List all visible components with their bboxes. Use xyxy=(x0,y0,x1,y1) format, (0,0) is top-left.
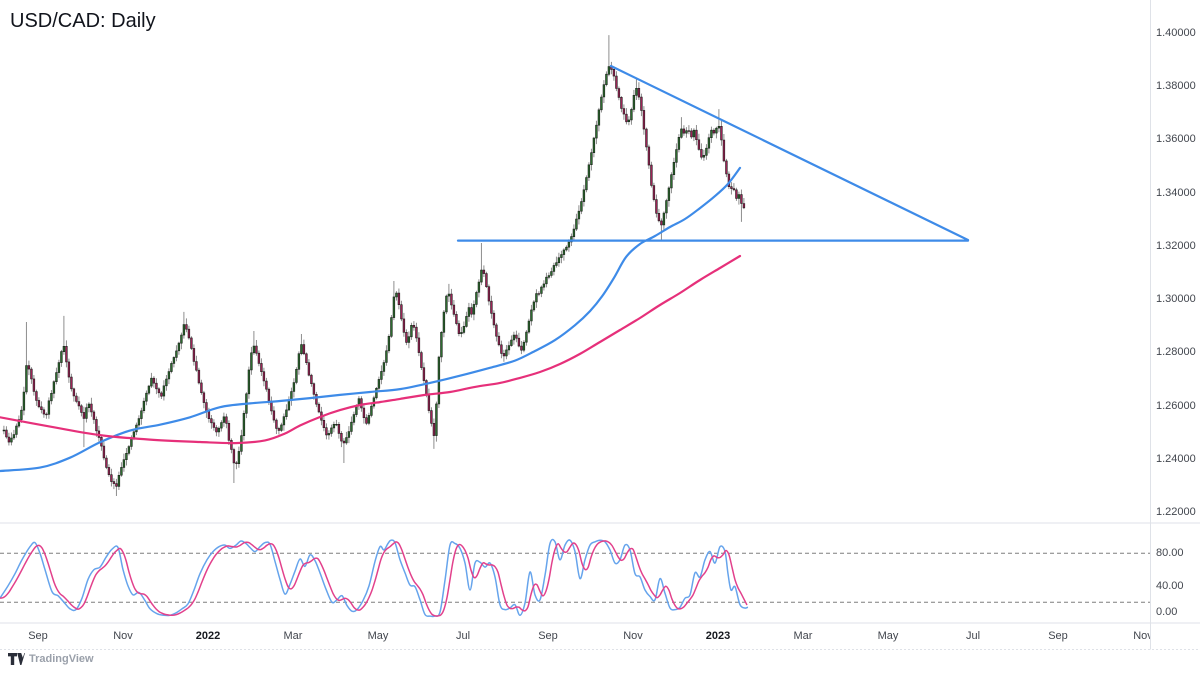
time-tick-label: Mar xyxy=(283,630,303,642)
price-tick-label: 1.38000 xyxy=(1156,80,1196,92)
price-tick-label: 1.40000 xyxy=(1156,27,1196,39)
tradingview-icon xyxy=(8,653,25,665)
triangle-trendlines[interactable] xyxy=(456,64,970,242)
time-tick-label: Sep xyxy=(1048,630,1068,642)
price-tick-label: 1.28000 xyxy=(1156,346,1196,358)
time-tick-label: May xyxy=(367,630,389,642)
time-tick-label: Mar xyxy=(793,630,813,642)
moving-average-slow-line xyxy=(0,254,742,445)
price-pane[interactable] xyxy=(0,35,970,496)
time-tick-label: Jul xyxy=(965,630,981,642)
price-tick-label: 1.30000 xyxy=(1156,293,1196,305)
time-tick-label: Sep xyxy=(538,630,558,642)
time-tick-label: Jul xyxy=(455,630,471,642)
price-tick-label: 1.26000 xyxy=(1156,400,1196,412)
trendline-descending-resistance[interactable] xyxy=(609,64,970,242)
time-tick-label: 2022 xyxy=(195,630,221,642)
pane-separators xyxy=(0,0,1200,650)
price-tick-label: 1.32000 xyxy=(1156,240,1196,252)
price-tick-label: 1.36000 xyxy=(1156,133,1196,145)
stoch-k-line xyxy=(0,538,749,618)
price-tick-label: 1.34000 xyxy=(1156,187,1196,199)
time-axis[interactable]: Sep Nov 2022 Mar May Jul Sep Nov 2023 Mar May Jul Se… xyxy=(0,623,1150,650)
candlestick-series xyxy=(2,35,746,496)
stochastic-pane[interactable] xyxy=(0,538,1150,618)
stochastic-lines xyxy=(0,538,749,618)
page-title: USD/CAD: Daily xyxy=(10,10,156,32)
time-tick-label: Sep xyxy=(28,630,48,642)
time-tick-label: May xyxy=(877,630,899,642)
stoch-d-line xyxy=(0,540,748,617)
time-tick-label: 2023 xyxy=(705,630,731,642)
indicator-tick-label: 0.00 xyxy=(1156,606,1178,618)
indicator-tick-label: 80.00 xyxy=(1156,547,1184,559)
price-tick-label: 1.22000 xyxy=(1156,506,1196,518)
overbought-oversold-lines xyxy=(0,552,1150,603)
chart-canvas xyxy=(0,0,1200,650)
time-tick-label: Nov xyxy=(1133,630,1150,642)
price-tick-label: 1.24000 xyxy=(1156,453,1196,465)
moving-average-fast-line xyxy=(0,166,742,473)
tradingview-logo[interactable]: TradingView xyxy=(8,653,94,665)
indicator-tick-label: 40.00 xyxy=(1156,580,1184,592)
tradingview-logo-text: TradingView xyxy=(29,653,94,665)
time-tick-label: Nov xyxy=(623,630,643,642)
time-tick-label: Nov xyxy=(113,630,133,642)
